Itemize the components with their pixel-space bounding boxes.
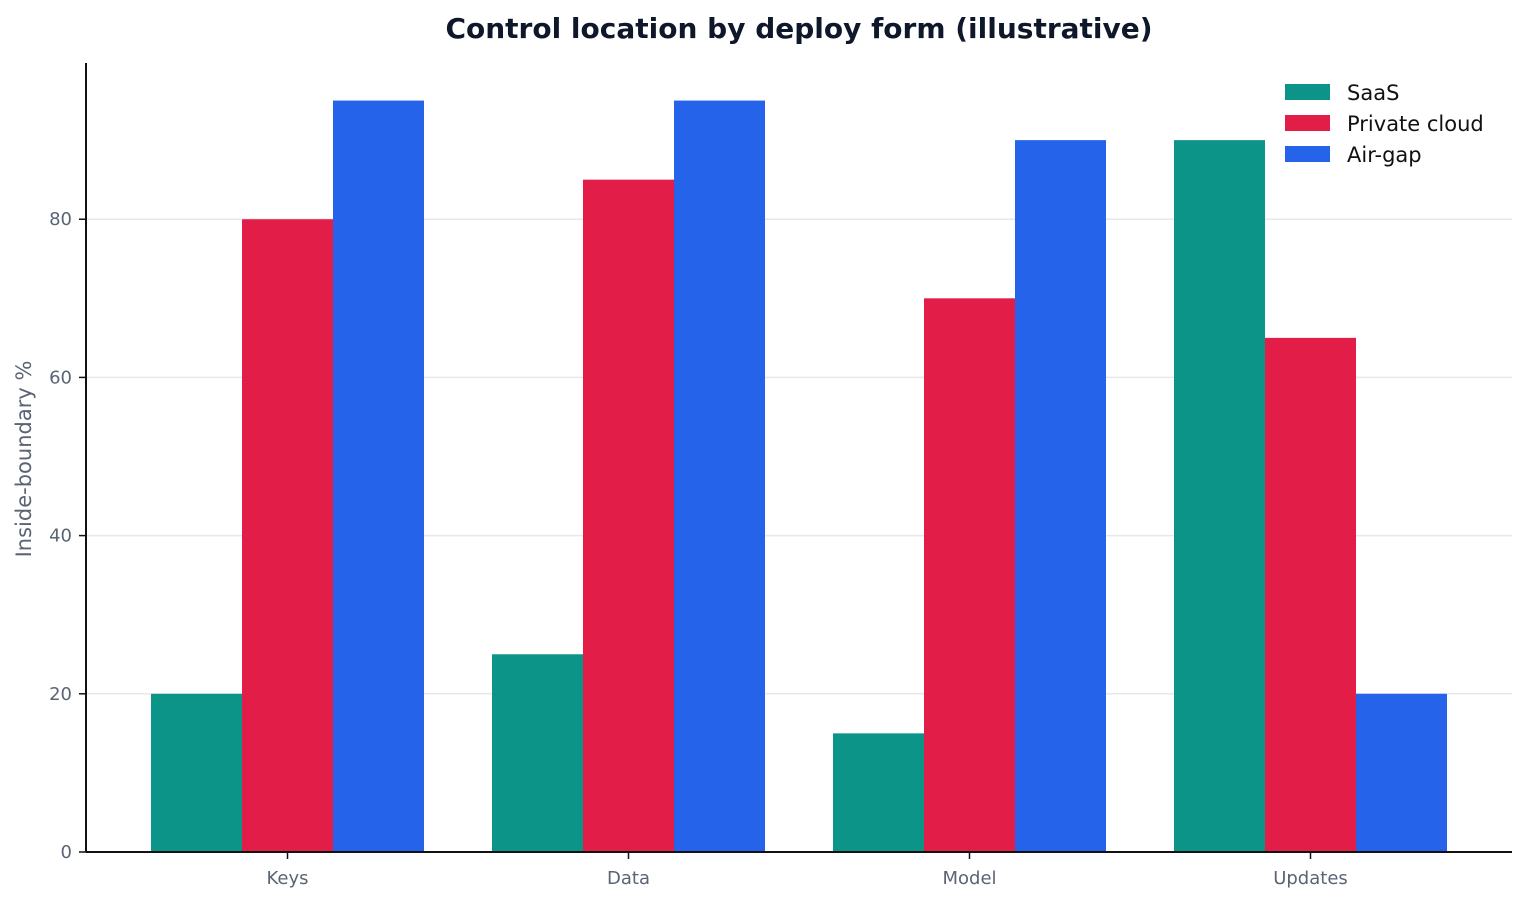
bar-air-gap-data [674, 100, 765, 853]
y-axis-label: Inside-boundary % [12, 361, 36, 558]
legend-swatch [1285, 84, 1330, 100]
bar-saas-keys [151, 693, 242, 852]
y-tick-label: 40 [49, 526, 72, 547]
y-axis-ticks: 0 20 40 60 80 [49, 209, 86, 863]
legend-label: SaaS [1347, 81, 1399, 105]
x-tick-label: Model [942, 868, 996, 889]
bar-saas-updates [1174, 140, 1265, 852]
bars [151, 100, 1447, 853]
x-tick-label: Data [607, 868, 650, 889]
x-tick-label: Keys [266, 868, 308, 889]
legend-label: Private cloud [1347, 112, 1484, 136]
bar-private-cloud-data [583, 179, 674, 852]
bar-private-cloud-updates [1265, 337, 1356, 853]
x-axis-ticks: Keys Data Model Updates [266, 852, 1348, 889]
bar-air-gap-model [1015, 140, 1106, 852]
y-tick-label: 0 [61, 842, 72, 863]
legend: SaaS Private cloud Air-gap [1285, 81, 1484, 167]
bar-air-gap-keys [333, 100, 424, 853]
legend-label: Air-gap [1347, 143, 1422, 167]
legend-swatch [1285, 146, 1330, 162]
bar-saas-data [492, 654, 583, 852]
bar-private-cloud-model [924, 298, 1015, 852]
bar-air-gap-updates [1356, 693, 1447, 852]
bar-saas-model [833, 733, 924, 852]
legend-swatch [1285, 115, 1330, 131]
chart-title: Control location by deploy form (illustr… [445, 12, 1152, 45]
x-tick-label: Updates [1273, 868, 1348, 889]
bar-private-cloud-keys [242, 219, 333, 853]
y-tick-label: 20 [49, 684, 72, 705]
y-tick-label: 60 [49, 367, 72, 388]
y-tick-label: 80 [49, 209, 72, 230]
